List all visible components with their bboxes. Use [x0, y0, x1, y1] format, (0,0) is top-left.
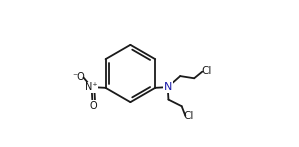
Text: N⁺: N⁺ — [85, 82, 98, 92]
Text: Cl: Cl — [201, 66, 212, 76]
Text: ⁻O: ⁻O — [72, 72, 85, 82]
Text: N: N — [164, 82, 172, 92]
Text: Cl: Cl — [184, 111, 194, 122]
Text: O: O — [89, 101, 97, 111]
